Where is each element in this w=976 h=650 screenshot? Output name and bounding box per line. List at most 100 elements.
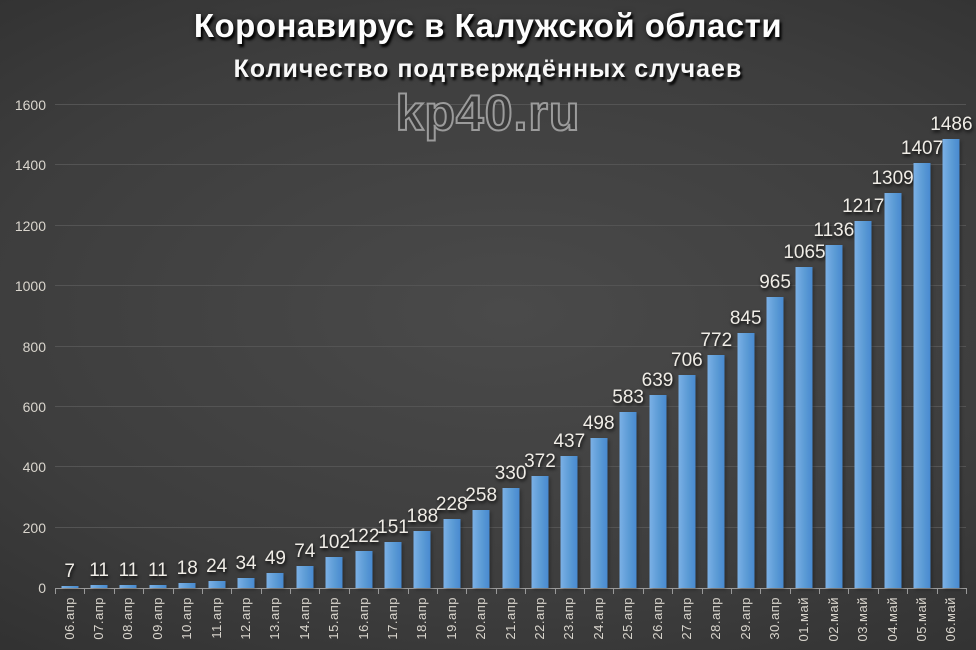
bar-value-label: 965 [759,271,791,293]
bar-value-label: 845 [729,307,762,329]
x-axis-tick-label: 23.апр [561,597,577,640]
x-axis-tick-label: 16.апр [355,597,371,640]
gridline [55,164,966,166]
bar [472,510,490,588]
x-axis-tick [495,588,497,594]
bar-value-label: 7 [64,560,75,582]
bar [649,395,666,588]
x-axis-tick-label: 14.апр [296,597,312,640]
bar [266,573,284,588]
x-axis-tick-label: 04.май [884,597,900,642]
bar [795,266,813,588]
bar-value-label: 1309 [871,167,914,189]
bar-slot: 583 25.апр [612,105,644,640]
bar-value-label: 1407 [900,138,944,160]
x-axis-tick-label: 10.апр [179,597,195,640]
bar-slot: 965 30.апр [759,105,791,639]
bar-slot: 18 10.апр [173,105,202,639]
x-axis-tick [201,588,203,594]
gridline [55,345,966,347]
bar-value-label: 1065 [783,241,826,263]
x-axis-tick [55,588,56,594]
x-axis-tick-label: 06.апр [61,597,77,640]
bar-value-label: 772 [700,330,733,352]
x-axis-tick-label: 29.апр [737,597,753,640]
bar-slot: 1486 06.май [930,105,972,641]
bar-slot: 122 16.апр [348,105,380,640]
bar-slot: 102 15.апр [318,105,350,640]
y-axis-labels: 0 200 400 600 800 1000 1200 1400 1600 [0,97,46,596]
gridline [55,224,966,226]
bar-slot: 1065 01.май [783,105,825,641]
bar [384,542,402,588]
x-axis-tick-label: 17.апр [384,597,400,640]
y-axis-tick-label: 400 [22,459,46,476]
x-axis-tick [525,588,527,594]
bar-value-label: 583 [612,387,644,409]
bar [237,577,255,588]
chart-title: Коронавирус в Калужской области [193,7,783,44]
bar [208,580,226,588]
bar [942,139,960,588]
x-axis-tick [583,588,585,594]
bar [707,354,725,588]
bar [825,245,843,588]
gridline [55,405,966,407]
x-axis-tick [290,588,292,594]
x-axis-tick [466,588,468,594]
x-axis-tick [554,588,556,594]
bar-value-label: 258 [465,485,498,507]
bar-slot: 1407 05.май [901,105,943,642]
x-axis-tick [231,588,233,594]
y-axis-tick-label: 1600 [14,97,46,113]
x-axis-tick [143,588,145,594]
bar-slot: 228 19.апр [436,105,468,640]
x-axis-tick-label: 20.апр [473,597,489,640]
bar [560,456,578,588]
bar-value-label: 49 [264,548,286,570]
bar-value-label: 1136 [813,220,855,242]
bar-slot: 845 29.апр [729,105,762,640]
x-axis-tick-label: 06.май [943,597,959,642]
bar-slot: 49 13.апр [261,105,290,640]
x-axis-tick [907,588,909,594]
y-axis-tick-label: 1200 [14,217,46,234]
bar-slot: 772 28.апр [700,105,733,640]
x-axis-tick-label: 27.апр [678,597,694,640]
bar-slot: 498 24.апр [583,105,615,639]
bar-slot: 11 09.апр [143,105,172,639]
x-axis-tick-label: 25.апр [620,597,636,640]
x-axis-tick [348,588,350,594]
x-axis-tick-label: 15.апр [326,597,342,640]
bar-slot: 639 26.апр [642,105,674,640]
x-axis-tick [877,588,879,594]
bar-slot: 437 23.апр [553,105,585,640]
bar [619,412,637,588]
bar [531,475,549,588]
x-axis-tick [966,588,967,594]
x-axis-tick [936,588,938,594]
bar-slot: 330 21.апр [495,105,527,640]
bar-value-label: 11 [147,559,168,581]
x-axis-tick [260,588,262,594]
x-axis-tick-label: 03.май [855,597,871,642]
bar-slot: 1217 03.май [842,105,884,641]
y-axis-tick-label: 600 [22,398,46,415]
bar-value-label: 372 [524,450,556,472]
bar [590,437,608,588]
x-axis-tick-label: 01.май [796,597,812,642]
bar-slot: 151 17.апр [377,105,409,640]
bar-value-label: 1486 [930,114,973,136]
bar [766,296,784,588]
y-axis-tick-label: 800 [22,338,46,355]
bar [884,192,902,588]
bar-slot: 11 08.апр [114,105,143,639]
x-axis-tick [437,588,439,594]
x-axis-tick-label: 11.апр [208,597,224,639]
bar [913,163,931,588]
x-axis-tick-label: 08.апр [120,597,136,640]
bar [119,584,137,588]
bar-value-label: 11 [118,559,139,581]
gridline [55,285,966,287]
